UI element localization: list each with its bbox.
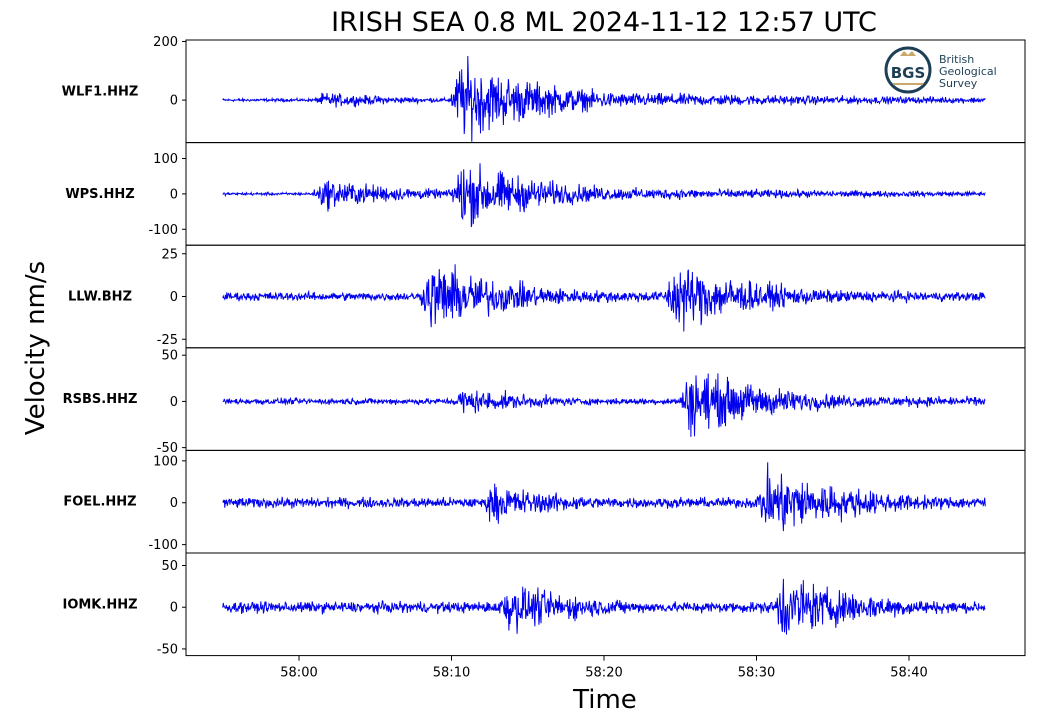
logo-text-line: British: [939, 53, 974, 66]
waveform-trace: [222, 578, 986, 635]
x-tick-label: 58:00: [280, 666, 317, 681]
station-panels: WLF1.HHZ 200 0 WPS.HHZ 100 0 -100 LLW.BHZ 25 0 -25…: [62, 35, 1026, 657]
x-tick-label: 58:20: [585, 666, 622, 681]
waveform-trace: [222, 264, 986, 332]
y-tick-label: 0: [170, 290, 178, 305]
panel-llw-bhz: LLW.BHZ 25 0 -25: [68, 244, 1026, 349]
y-tick-label: -100: [148, 538, 178, 553]
x-axis-label: Time: [572, 685, 637, 715]
crown-icon: [900, 51, 916, 56]
x-tick-label: 58:10: [433, 666, 470, 681]
panel-frame: [185, 552, 1026, 657]
y-tick-label: 200: [153, 35, 178, 50]
bgs-badge-text: BGS: [891, 64, 926, 82]
y-tick-label: 0: [170, 395, 178, 410]
station-label: LLW.BHZ: [68, 290, 132, 305]
station-label: WPS.HHZ: [65, 187, 134, 202]
waveform-trace: [222, 462, 986, 532]
y-tick-label: 100: [153, 454, 178, 469]
logo-text-line: Survey: [939, 77, 978, 90]
panel-wlf1-hhz: WLF1.HHZ 200 0: [62, 35, 1026, 144]
y-axis-label: Velocity nm/s: [21, 261, 51, 435]
y-tick-label: 0: [170, 94, 178, 109]
y-tick-label: 0: [170, 601, 178, 616]
y-tick-label: 50: [161, 559, 178, 574]
station-label: FOEL.HHZ: [63, 495, 136, 510]
panel-foel-hhz: FOEL.HHZ 100 0 -100: [63, 449, 1026, 554]
y-tick-label: 0: [170, 187, 178, 202]
panel-rsbs-hhz: RSBS.HHZ 50 0 -50: [63, 347, 1026, 456]
waveform-trace: [222, 163, 986, 228]
waveform-trace: [222, 373, 986, 437]
station-label: RSBS.HHZ: [63, 392, 138, 407]
station-label: IOMK.HHZ: [62, 597, 137, 612]
panel-iomk-hhz: IOMK.HHZ 50 0 -50: [62, 552, 1026, 657]
x-tick-label: 58:40: [890, 666, 927, 681]
y-tick-label: -50: [157, 642, 178, 657]
y-tick-label: -50: [157, 441, 178, 456]
x-tick-label: 58:30: [738, 666, 775, 681]
logo-text-line: Geological: [939, 65, 997, 78]
y-tick-label: -25: [157, 333, 178, 348]
y-tick-label: -100: [148, 223, 178, 238]
y-tick-label: 25: [161, 247, 178, 262]
y-tick-label: 50: [161, 349, 178, 364]
y-tick-label: 100: [153, 152, 178, 167]
station-label: WLF1.HHZ: [62, 84, 139, 99]
x-axis-ticks: 58:00 58:10 58:20 58:30 58:40: [280, 655, 928, 681]
y-tick-label: 0: [170, 496, 178, 511]
waveform-trace: [222, 55, 986, 142]
chart-title: IRISH SEA 0.8 ML 2024-11-12 12:57 UTC: [331, 7, 877, 38]
bgs-badge-ring: [884, 46, 932, 94]
panel-wps-hhz: WPS.HHZ 100 0 -100: [65, 142, 1026, 246]
